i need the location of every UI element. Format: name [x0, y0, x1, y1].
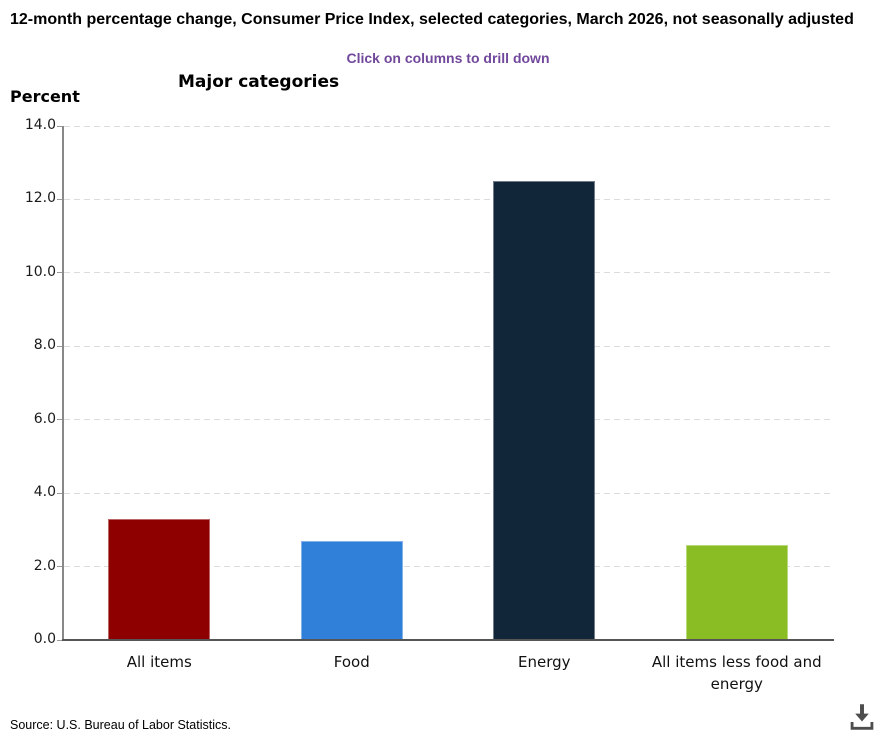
bar-food[interactable]	[300, 540, 403, 640]
gridline	[64, 566, 834, 568]
y-tick-label: 10.0	[24, 263, 56, 280]
gridline	[64, 345, 834, 347]
category-label: All items less food and energy	[651, 653, 822, 693]
drilldown-hint: Click on columns to drill down	[346, 50, 550, 66]
y-tick-mark	[57, 566, 63, 568]
category-label: Food	[333, 653, 370, 671]
download-button[interactable]	[845, 700, 879, 734]
chart-title: Major categories	[178, 72, 340, 92]
y-tick-mark	[57, 125, 63, 127]
y-tick-label: 6.0	[33, 410, 56, 427]
y-tick-mark	[57, 492, 63, 494]
y-tick-label: 14.0	[24, 117, 56, 133]
y-tick-label: 0.0	[33, 631, 56, 647]
y-tick-label: 8.0	[33, 337, 56, 354]
bar-energy[interactable]	[493, 181, 596, 640]
gridline	[64, 419, 834, 421]
page-title: 12-month percentage change, Consumer Pri…	[10, 11, 854, 28]
y-axis-line	[62, 126, 64, 640]
bar-all-items[interactable]	[108, 518, 211, 640]
y-tick-label: 12.0	[24, 190, 56, 207]
x-axis-line	[62, 639, 834, 641]
download-icon	[850, 704, 874, 730]
y-tick-mark	[57, 272, 63, 274]
y-axis-unit-label: Percent	[10, 87, 80, 106]
gridline	[64, 272, 834, 274]
gridline	[64, 492, 834, 494]
bar-all-items-less-food-and-energy[interactable]	[685, 544, 788, 640]
source-note: Source: U.S. Bureau of Labor Statistics.	[10, 718, 231, 732]
gridline	[64, 198, 834, 200]
category-label: Energy	[517, 653, 571, 671]
y-tick-mark	[57, 345, 63, 347]
y-tick-mark	[57, 639, 63, 641]
y-tick-mark	[57, 419, 63, 421]
gridline	[64, 125, 834, 127]
y-tick-mark	[57, 198, 63, 200]
y-tick-label: 4.0	[33, 484, 56, 501]
y-tick-label: 2.0	[33, 557, 56, 574]
category-label: All items	[126, 653, 192, 671]
